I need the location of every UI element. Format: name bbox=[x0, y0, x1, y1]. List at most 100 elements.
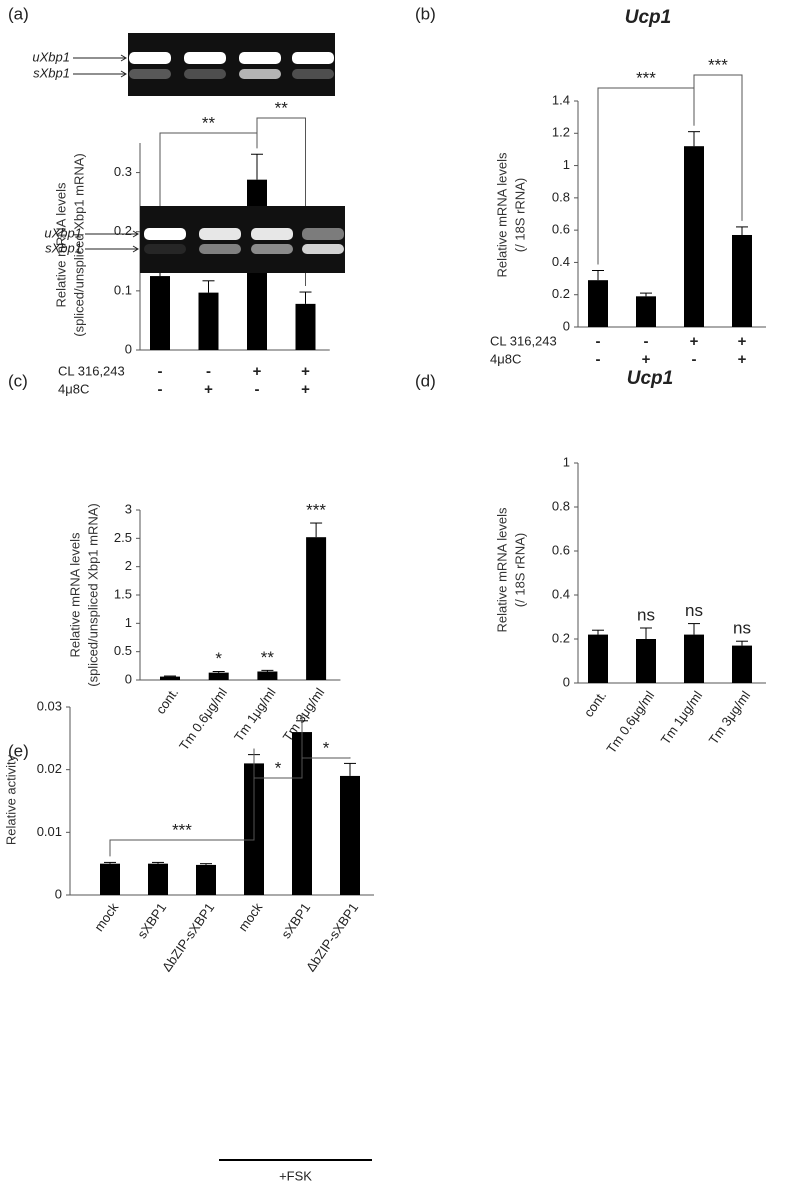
y-tick-label: 0.2 bbox=[114, 223, 132, 238]
condition-value: - bbox=[158, 381, 163, 398]
significance-label: ** bbox=[202, 113, 216, 132]
error-bar bbox=[310, 522, 323, 538]
error-bar bbox=[261, 669, 274, 672]
gel-band bbox=[184, 69, 226, 79]
group-label: +FSK bbox=[279, 1168, 312, 1183]
bar bbox=[306, 537, 327, 680]
condition-label: CL 316,243 bbox=[58, 363, 125, 378]
error-bar bbox=[736, 226, 748, 235]
significance-bracket bbox=[109, 748, 255, 857]
gel-band bbox=[144, 244, 186, 254]
y-axis-label: (/ 18S rRNA) bbox=[512, 178, 527, 252]
bar bbox=[150, 276, 170, 350]
gel-band bbox=[292, 69, 334, 79]
y-tick-label: 0 bbox=[563, 674, 570, 689]
condition-label: 4μ8C bbox=[58, 381, 89, 396]
condition-value: + bbox=[204, 381, 213, 398]
gel-band bbox=[129, 69, 171, 79]
error-bar bbox=[212, 671, 225, 673]
bar bbox=[295, 303, 316, 350]
y-tick-label: 1.5 bbox=[114, 586, 132, 601]
y-axis-label: Relative mRNA levels bbox=[67, 532, 82, 657]
significance-label: * bbox=[215, 649, 222, 668]
bar bbox=[160, 676, 180, 680]
significance-label: *** bbox=[172, 820, 192, 839]
x-tick-label: mock bbox=[235, 900, 265, 934]
gel-band bbox=[144, 228, 186, 240]
y-tick-label: 0 bbox=[125, 341, 132, 356]
error-bar bbox=[200, 863, 212, 865]
condition-value: + bbox=[738, 333, 747, 350]
gel-arrow bbox=[73, 70, 127, 78]
bar bbox=[340, 775, 360, 895]
y-tick-label: 0.6 bbox=[552, 542, 570, 557]
gel-band-label: uXbp1 bbox=[44, 225, 82, 240]
significance-label: *** bbox=[636, 68, 656, 87]
gel-band bbox=[129, 52, 171, 64]
y-tick-label: 1 bbox=[563, 157, 570, 172]
error-bar bbox=[104, 861, 116, 864]
y-tick-label: 2 bbox=[125, 558, 132, 573]
gel-band bbox=[251, 228, 293, 240]
error-bar bbox=[152, 861, 164, 864]
panel-label: (a) bbox=[8, 4, 29, 23]
gel-band bbox=[302, 244, 344, 254]
y-axis-label: Relative activity bbox=[3, 754, 18, 845]
condition-value: - bbox=[158, 363, 163, 380]
x-tick-label: ΔbZIP-sXBP1 bbox=[303, 900, 361, 974]
condition-label: 4μ8C bbox=[490, 351, 521, 366]
panel-label: (d) bbox=[415, 371, 436, 390]
condition-value: + bbox=[642, 351, 651, 368]
gel-arrow bbox=[85, 245, 139, 253]
bar bbox=[636, 296, 656, 327]
gel-band bbox=[302, 228, 344, 240]
y-tick-label: 3 bbox=[125, 501, 132, 516]
condition-value: - bbox=[596, 351, 601, 368]
y-tick-label: 2.5 bbox=[114, 530, 132, 545]
significance-bracket bbox=[301, 714, 351, 759]
bar bbox=[588, 280, 608, 327]
y-tick-label: 0.02 bbox=[37, 761, 62, 776]
bar bbox=[257, 671, 278, 680]
bar bbox=[684, 146, 704, 327]
y-tick-label: 0.5 bbox=[114, 643, 132, 658]
y-tick-label: 0.6 bbox=[552, 222, 570, 237]
bar bbox=[732, 645, 752, 683]
error-bar bbox=[164, 675, 176, 677]
y-tick-label: 0.8 bbox=[552, 498, 570, 513]
error-bar bbox=[688, 131, 700, 147]
bar bbox=[636, 639, 656, 683]
y-tick-label: 0.4 bbox=[552, 586, 570, 601]
x-tick-label: cont. bbox=[153, 685, 181, 717]
bar bbox=[198, 292, 219, 350]
significance-label: ns bbox=[637, 605, 655, 624]
error-bar bbox=[251, 153, 263, 180]
x-tick-label: ΔbZIP-sXBP1 bbox=[159, 900, 217, 974]
gel-image bbox=[128, 33, 335, 96]
y-tick-label: 0.01 bbox=[37, 824, 62, 839]
significance-label: * bbox=[323, 738, 330, 757]
significance-label: *** bbox=[708, 55, 728, 74]
bar bbox=[292, 732, 312, 895]
gel-band bbox=[184, 52, 226, 64]
gel-band bbox=[199, 228, 241, 240]
condition-value: + bbox=[738, 351, 747, 368]
x-tick-label: sXBP1 bbox=[278, 900, 313, 941]
y-tick-label: 1 bbox=[125, 615, 132, 630]
error-bar bbox=[640, 292, 652, 297]
x-tick-label: sXBP1 bbox=[134, 900, 169, 941]
panel-label: (c) bbox=[8, 371, 28, 390]
bar bbox=[732, 234, 752, 327]
significance-label: *** bbox=[306, 501, 326, 520]
condition-value: + bbox=[301, 381, 310, 398]
gel-band-label: sXbp1 bbox=[33, 65, 70, 80]
error-bar bbox=[736, 640, 748, 646]
y-axis-label: (spliced/unspliced Xbp1 mRNA) bbox=[85, 503, 100, 687]
gel-band-label: sXbp1 bbox=[45, 240, 82, 255]
y-tick-label: 1 bbox=[563, 454, 570, 469]
error-bar bbox=[202, 280, 215, 293]
x-tick-label: cont. bbox=[581, 688, 609, 720]
significance-label: ns bbox=[733, 619, 751, 638]
condition-value: - bbox=[644, 333, 649, 350]
error-bar bbox=[592, 629, 604, 635]
